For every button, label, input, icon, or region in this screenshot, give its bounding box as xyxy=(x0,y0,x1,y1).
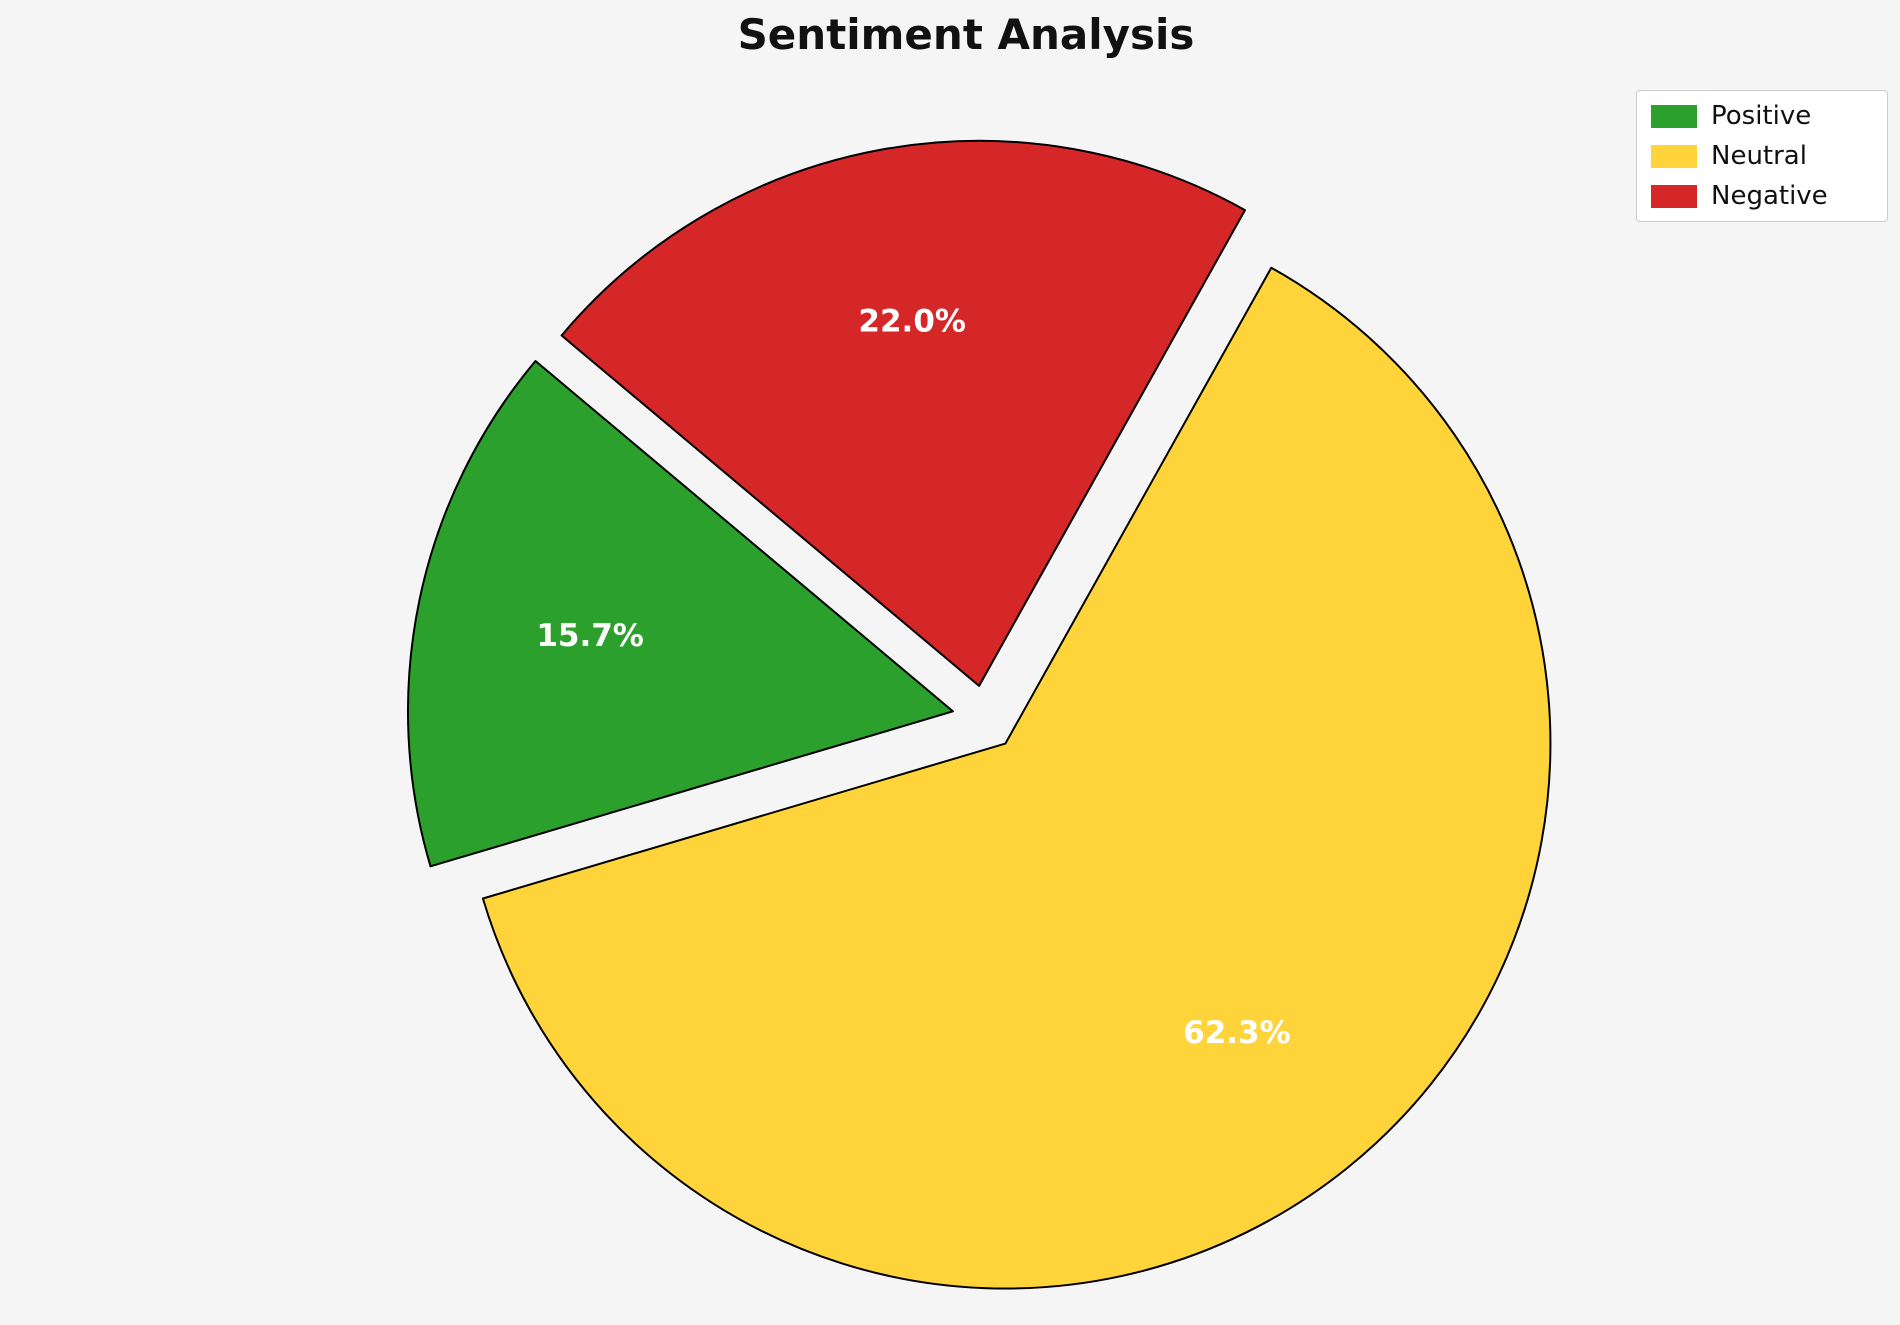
legend-label: Positive xyxy=(1711,101,1812,131)
legend: Positive Neutral Negative xyxy=(1636,90,1888,222)
legend-swatch-positive xyxy=(1651,104,1697,128)
pie-slice-positive xyxy=(406,360,954,868)
chart-title: Sentiment Analysis xyxy=(737,10,1195,59)
legend-swatch-neutral xyxy=(1651,144,1697,168)
pie-slice-negative xyxy=(560,139,1246,687)
pie-slice-neutral xyxy=(481,266,1552,1290)
legend-item-negative: Negative xyxy=(1651,183,1873,209)
legend-item-positive: Positive xyxy=(1651,103,1873,129)
legend-label: Neutral xyxy=(1711,141,1807,171)
legend-swatch-negative xyxy=(1651,184,1697,208)
pie-pct-label-neutral: 62.3% xyxy=(1183,1015,1291,1051)
legend-item-neutral: Neutral xyxy=(1651,143,1873,169)
legend-label: Negative xyxy=(1711,181,1828,211)
pie-pct-label-positive: 15.7% xyxy=(536,618,644,654)
pie-pct-label-negative: 22.0% xyxy=(858,303,966,339)
